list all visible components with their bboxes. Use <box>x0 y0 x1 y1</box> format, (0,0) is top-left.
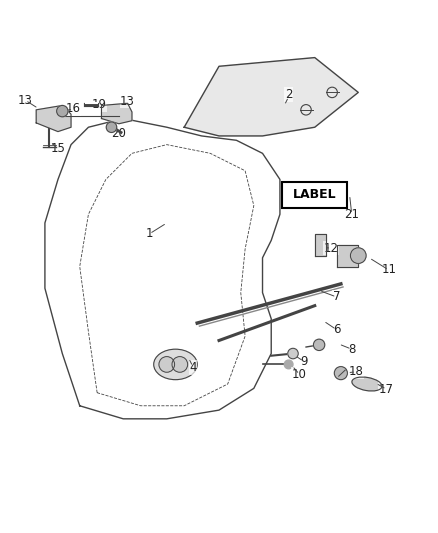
Circle shape <box>106 122 117 133</box>
Text: 21: 21 <box>344 208 359 221</box>
Text: 13: 13 <box>18 94 33 107</box>
Polygon shape <box>184 58 358 136</box>
Text: 16: 16 <box>66 102 81 116</box>
Circle shape <box>159 357 175 372</box>
Circle shape <box>334 367 347 379</box>
Circle shape <box>314 339 325 351</box>
Text: 2: 2 <box>285 88 293 101</box>
Text: 19: 19 <box>92 98 107 111</box>
Text: 17: 17 <box>379 383 394 395</box>
Polygon shape <box>336 245 358 266</box>
Text: 13: 13 <box>120 95 135 108</box>
Text: LABEL: LABEL <box>293 188 336 201</box>
Text: 9: 9 <box>300 355 307 368</box>
Circle shape <box>172 357 187 372</box>
FancyBboxPatch shape <box>282 182 347 208</box>
Text: 6: 6 <box>333 323 340 336</box>
Text: 15: 15 <box>50 142 65 155</box>
Circle shape <box>288 349 298 359</box>
Circle shape <box>350 248 366 263</box>
Ellipse shape <box>154 349 197 379</box>
Text: 11: 11 <box>381 263 396 277</box>
Circle shape <box>57 106 68 117</box>
Circle shape <box>284 360 293 369</box>
Text: 10: 10 <box>292 368 307 381</box>
Ellipse shape <box>352 377 382 391</box>
Polygon shape <box>315 234 325 256</box>
Polygon shape <box>36 106 71 132</box>
Text: 20: 20 <box>111 127 126 140</box>
Text: 1: 1 <box>145 228 153 240</box>
Text: 18: 18 <box>349 365 364 378</box>
Polygon shape <box>102 103 132 124</box>
Text: 8: 8 <box>348 343 355 356</box>
Text: 12: 12 <box>324 242 339 255</box>
Text: 7: 7 <box>333 290 340 303</box>
Text: 4: 4 <box>189 361 197 374</box>
